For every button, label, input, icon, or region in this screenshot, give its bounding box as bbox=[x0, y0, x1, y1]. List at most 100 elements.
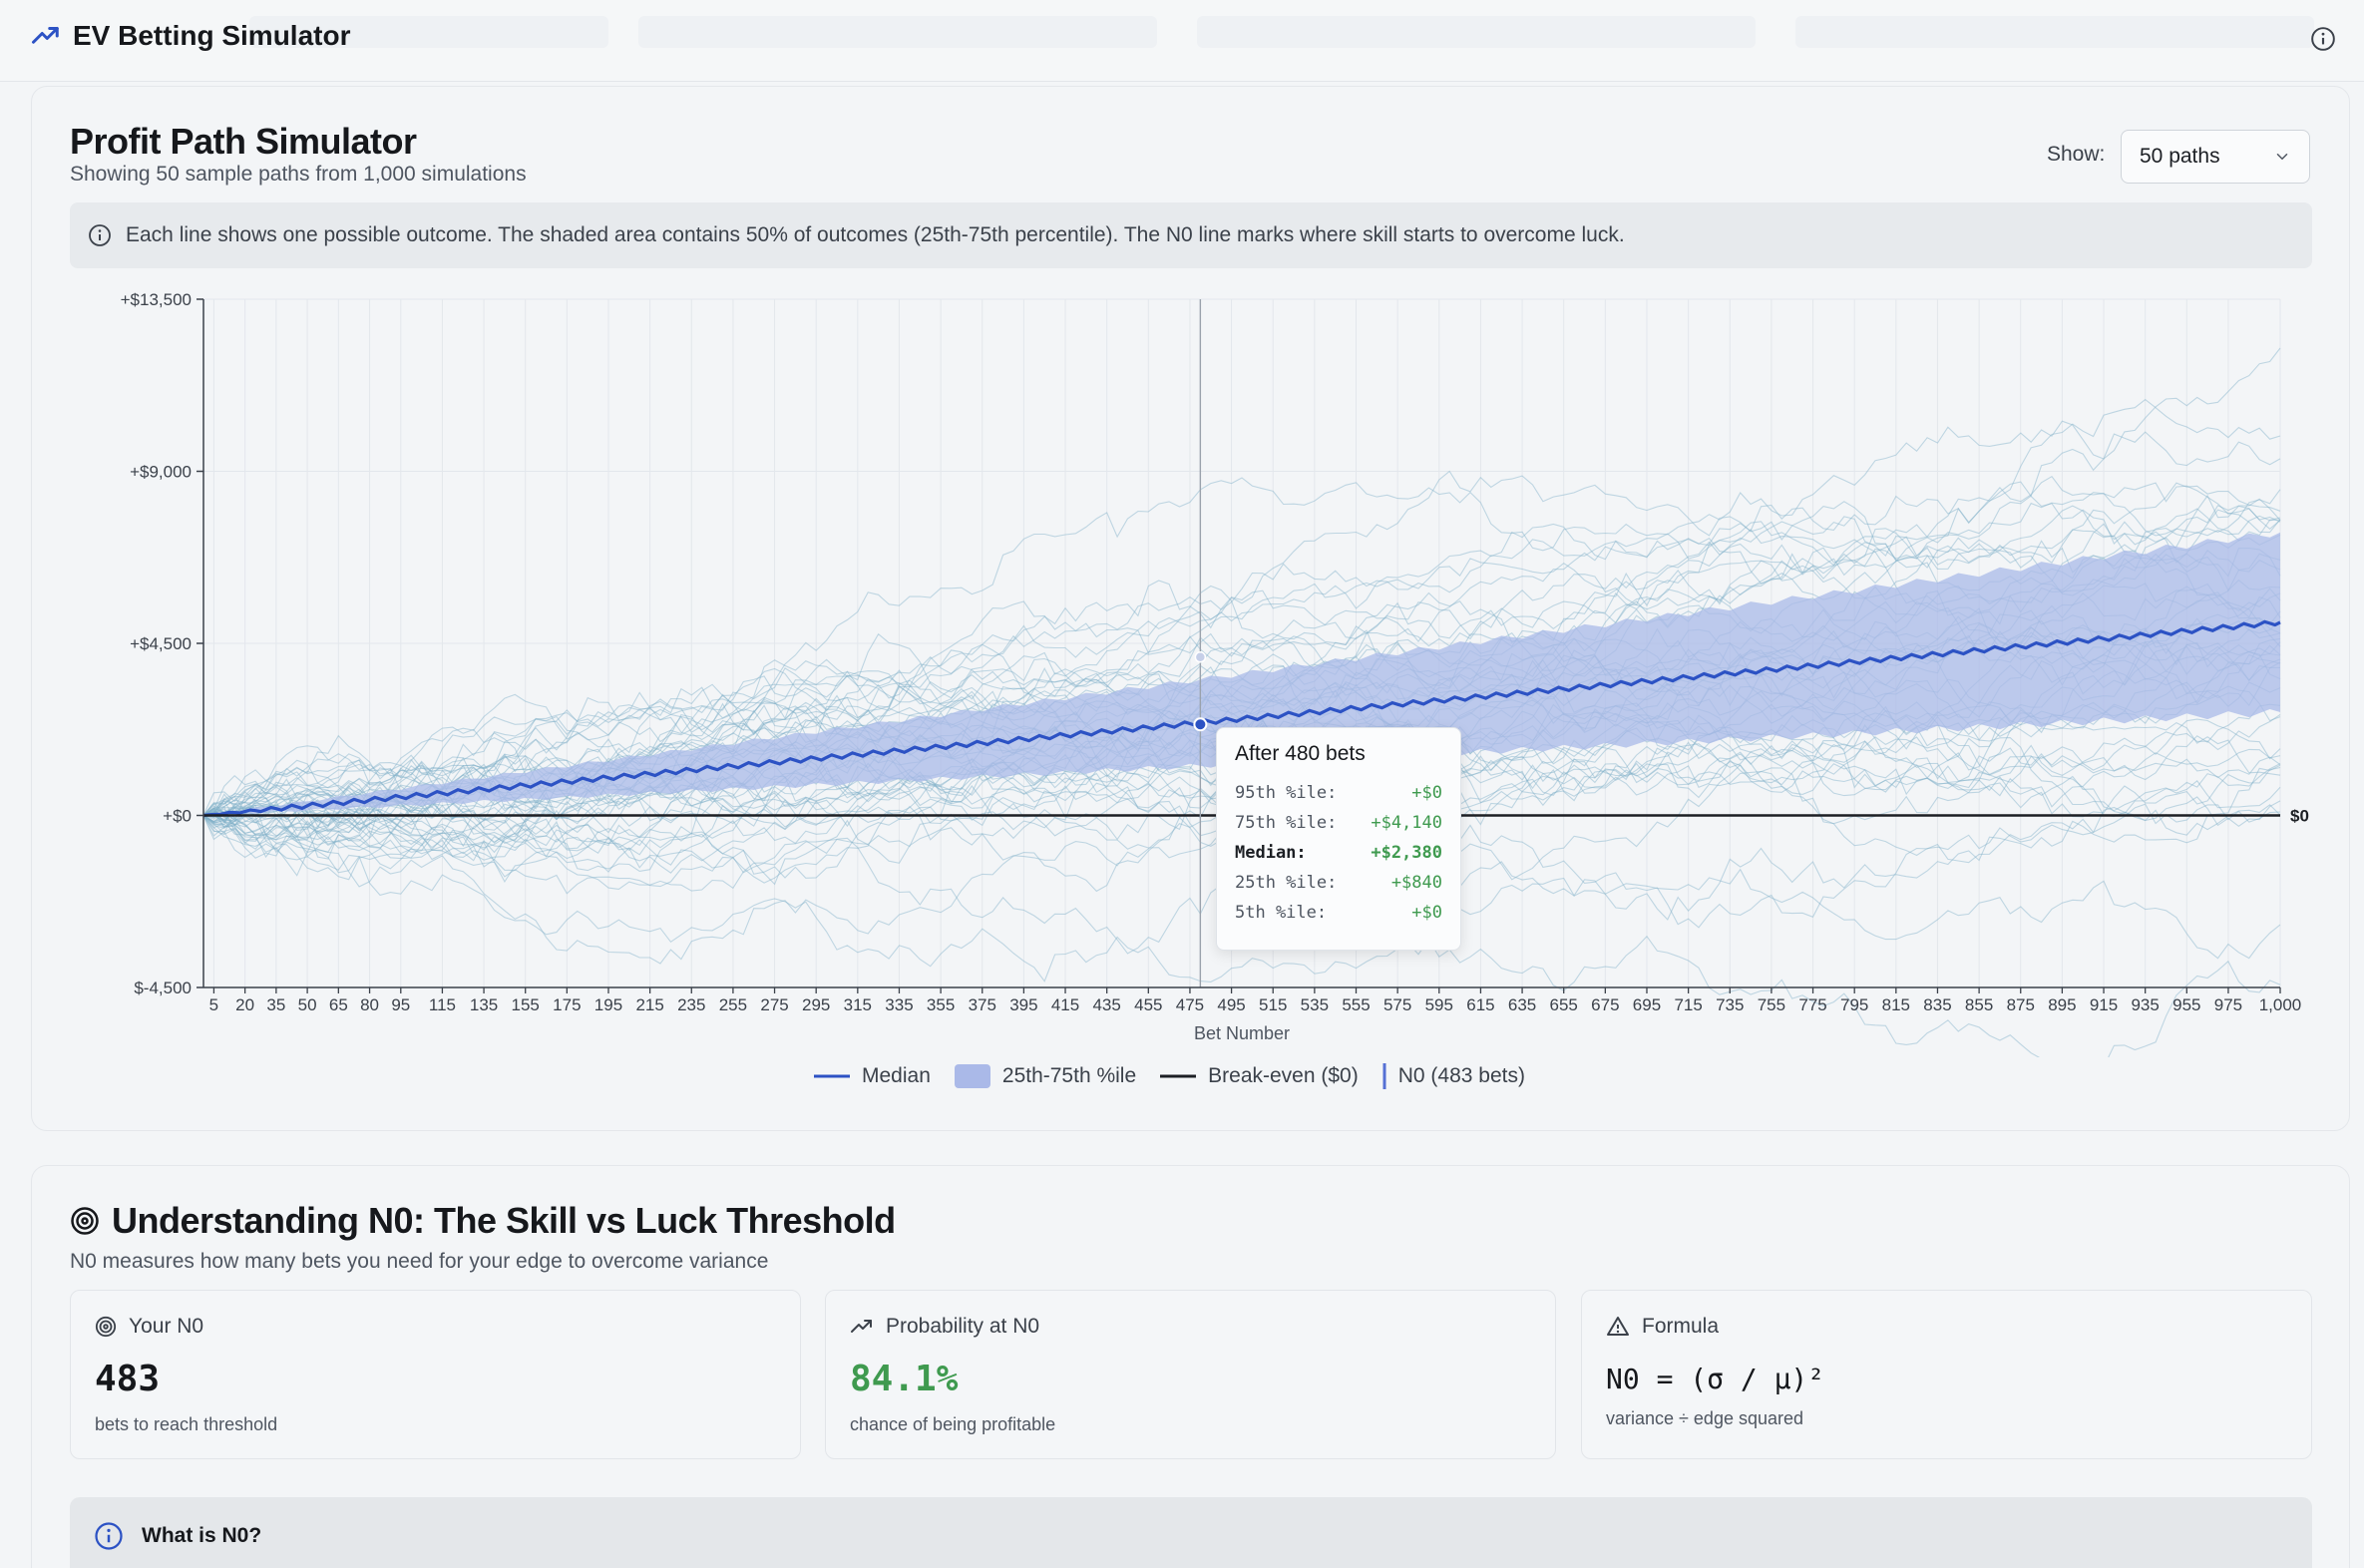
x-tick-label: 815 bbox=[1882, 995, 1910, 1014]
tooltip-label: 95th %ile: bbox=[1235, 783, 1338, 803]
legend-item-band[interactable]: 25th-75th %ile bbox=[954, 1064, 1137, 1088]
sample-path bbox=[202, 815, 2281, 1057]
x-tick-label: 35 bbox=[266, 995, 285, 1014]
x-tick-label: 395 bbox=[1009, 995, 1037, 1014]
chart-tooltip: After 480 bets 95th %ile: +$0 75th %ile: +… bbox=[1216, 727, 1461, 951]
profit-chart[interactable]: $0 +$13,500 +$9,000 +$4,500 +$0 $-4,500 5 20 3… bbox=[0, 0, 2364, 1057]
nav-tab-ghost[interactable] bbox=[638, 16, 1157, 48]
tooltip-label: 75th %ile: bbox=[1235, 813, 1338, 833]
legend-label: 25th-75th %ile bbox=[1001, 1064, 1137, 1087]
x-tick-label: 675 bbox=[1591, 995, 1619, 1014]
tooltip-label: 25th %ile: bbox=[1235, 873, 1338, 893]
tooltip-value: +$4,140 bbox=[1371, 813, 1442, 833]
x-tick-label: 715 bbox=[1674, 995, 1702, 1014]
stat-header: Formula bbox=[1606, 1315, 1719, 1339]
y-tick-label: +$4,500 bbox=[130, 634, 192, 653]
x-tick-label: 335 bbox=[885, 995, 913, 1014]
x-tick-label: 355 bbox=[927, 995, 955, 1014]
top-bar: EV Betting Simulator bbox=[0, 0, 2364, 82]
stat-card-n0: Your N0 483 bets to reach threshold bbox=[70, 1290, 801, 1459]
legend-item-median[interactable]: Median bbox=[814, 1064, 931, 1088]
show-label: Show: bbox=[2047, 143, 2106, 166]
stat-note: variance ÷ edge squared bbox=[1606, 1408, 1804, 1428]
understanding-title-text: Understanding N0: The Skill vs Luck Thre… bbox=[112, 1200, 896, 1241]
paths-select-value: 50 paths bbox=[2140, 145, 2220, 168]
stat-label: Probability at N0 bbox=[886, 1315, 1040, 1338]
legend-item-n0[interactable]: N0 (483 bets) bbox=[1382, 1063, 1525, 1089]
what-is-n0-panel: What is N0? bbox=[70, 1497, 2312, 1568]
x-tick-label: 915 bbox=[2090, 995, 2118, 1014]
median-swatch bbox=[814, 1074, 850, 1078]
stat-header: Probability at N0 bbox=[850, 1315, 1039, 1339]
understanding-subtitle: N0 measures how many bets you need for y… bbox=[70, 1250, 769, 1273]
legend-label: Break-even ($0) bbox=[1208, 1064, 1359, 1087]
nav-tab-ghost[interactable] bbox=[1197, 16, 1756, 48]
chart-legend: Median 25th-75th %ile Break-even ($0) N0… bbox=[814, 1063, 1531, 1089]
stat-value: 483 bbox=[95, 1359, 161, 1399]
info-banner-text: Each line shows one possible outcome. Th… bbox=[126, 223, 1625, 246]
y-tick-label: +$0 bbox=[163, 807, 192, 826]
tooltip-value: +$0 bbox=[1411, 783, 1442, 803]
tooltip-row: 5th %ile: +$0 bbox=[1235, 898, 1442, 928]
y-tick-label: +$9,000 bbox=[130, 463, 192, 482]
tooltip-label: Median: bbox=[1235, 843, 1307, 863]
stat-label: Formula bbox=[1642, 1315, 1720, 1338]
trending-up-icon bbox=[851, 1320, 872, 1333]
brand[interactable]: EV Betting Simulator bbox=[31, 20, 350, 52]
target-icon bbox=[71, 1207, 99, 1235]
x-tick-label: 955 bbox=[2172, 995, 2200, 1014]
nav-tab-ghost[interactable] bbox=[1795, 16, 2314, 48]
trending-up-icon bbox=[32, 27, 59, 44]
understanding-card: Understanding N0: The Skill vs Luck Thre… bbox=[31, 1165, 2350, 1568]
what-is-n0-header[interactable]: What is N0? bbox=[94, 1521, 261, 1551]
x-tick-label: 455 bbox=[1134, 995, 1162, 1014]
x-tick-label: 275 bbox=[760, 995, 788, 1014]
x-tick-label: 80 bbox=[360, 995, 379, 1014]
median-line bbox=[202, 619, 2281, 818]
stat-card-formula: Formula N0 = (σ / μ)² variance ÷ edge sq… bbox=[1581, 1290, 2312, 1459]
x-tick-label: 475 bbox=[1176, 995, 1204, 1014]
x-tick-label: 935 bbox=[2131, 995, 2159, 1014]
x-tick-label: 215 bbox=[635, 995, 663, 1014]
sample-path bbox=[202, 347, 2281, 824]
stat-note: bets to reach threshold bbox=[95, 1414, 278, 1434]
x-tick-label: 135 bbox=[470, 995, 498, 1014]
paths-select[interactable]: 50 paths bbox=[2121, 130, 2310, 184]
x-tick-label: 615 bbox=[1466, 995, 1494, 1014]
info-banner: Each line shows one possible outcome. Th… bbox=[70, 202, 2312, 268]
breakeven-swatch bbox=[1160, 1074, 1197, 1078]
x-tick-label: 65 bbox=[329, 995, 348, 1014]
nav-tab-ghost[interactable] bbox=[249, 16, 608, 48]
sample-path bbox=[202, 420, 2281, 842]
x-tick-label: 495 bbox=[1217, 995, 1245, 1014]
x-tick-label: 95 bbox=[391, 995, 410, 1014]
simulator-title: Profit Path Simulator bbox=[70, 121, 417, 162]
hover-point-p75 bbox=[1194, 651, 1207, 663]
x-tick-label: 515 bbox=[1259, 995, 1287, 1014]
target-icon bbox=[95, 1316, 117, 1338]
x-tick-label: 295 bbox=[802, 995, 830, 1014]
x-tick-label: 20 bbox=[235, 995, 254, 1014]
tooltip-row: 75th %ile: +$4,140 bbox=[1235, 808, 1442, 838]
info-icon[interactable] bbox=[2310, 26, 2336, 52]
tooltip-value: +$0 bbox=[1411, 903, 1442, 923]
x-tick-label: 155 bbox=[512, 995, 540, 1014]
stat-value: 84.1% bbox=[850, 1359, 959, 1399]
x-tick-label: 535 bbox=[1301, 995, 1329, 1014]
sample-path bbox=[202, 482, 2281, 839]
legend-item-breakeven[interactable]: Break-even ($0) bbox=[1160, 1064, 1359, 1088]
tooltip-value: +$2,380 bbox=[1371, 843, 1442, 863]
x-tick-label: 195 bbox=[594, 995, 622, 1014]
x-axis-label: Bet Number bbox=[1194, 1023, 1290, 1043]
x-tick-label: 1,000 bbox=[2259, 995, 2302, 1014]
chevron-down-icon bbox=[2276, 154, 2288, 161]
what-is-n0-title: What is N0? bbox=[142, 1524, 262, 1547]
hover-point-median bbox=[1193, 717, 1208, 732]
stat-header: Your N0 bbox=[95, 1315, 203, 1339]
x-tick-label: 555 bbox=[1342, 995, 1370, 1014]
band-swatch bbox=[954, 1064, 990, 1088]
stat-value: N0 = (σ / μ)² bbox=[1606, 1363, 1825, 1395]
tooltip-row: Median: +$2,380 bbox=[1235, 838, 1442, 868]
x-tick-label: 5 bbox=[209, 995, 218, 1014]
x-tick-label: 255 bbox=[719, 995, 747, 1014]
